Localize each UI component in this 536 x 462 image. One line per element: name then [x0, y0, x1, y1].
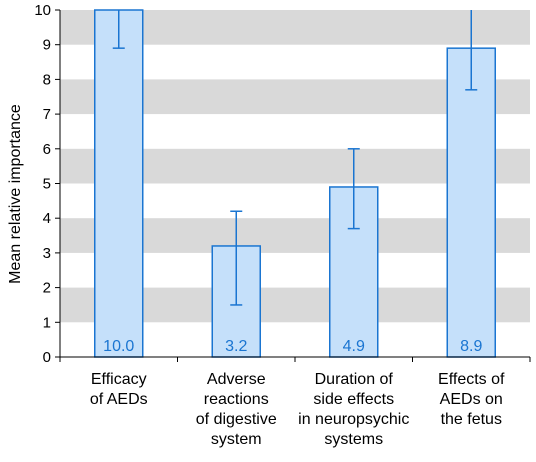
y-tick-label: 7	[43, 106, 51, 123]
x-category-label: reactions	[204, 391, 269, 408]
y-tick-label: 3	[43, 245, 51, 262]
x-category-label: of digestive	[196, 411, 277, 428]
x-category-label: Efficacy	[91, 371, 147, 388]
y-tick-label: 10	[34, 2, 51, 19]
y-ticks: 0 1 2 3 4 5 6 7 8 9 10	[34, 2, 60, 366]
x-category-label: Effects of	[438, 371, 505, 388]
y-tick-label: 6	[43, 141, 51, 158]
y-tick-label: 8	[43, 71, 51, 88]
y-tick-label: 0	[43, 349, 51, 366]
y-tick-label: 5	[43, 176, 51, 193]
value-label: 4.9	[343, 338, 365, 355]
bars	[94, 9, 496, 358]
x-category-label: of AEDs	[90, 391, 148, 408]
x-category-label: systems	[324, 431, 383, 448]
x-category-label: the fetus	[441, 411, 502, 428]
x-category-label: Adverse	[207, 371, 266, 388]
y-tick-label: 1	[43, 314, 51, 331]
value-labels: 10.0 3.2 4.9 8.9	[103, 338, 482, 355]
x-category-label: side effects	[313, 391, 394, 408]
x-category-label: Duration of	[315, 371, 394, 388]
x-category-label: AEDs on	[440, 391, 503, 408]
value-label: 3.2	[225, 338, 247, 355]
bar	[446, 47, 496, 358]
error-bars	[112, 10, 478, 306]
x-category-label: in neuropsychic	[298, 411, 409, 428]
x-category-label: system	[211, 431, 262, 448]
value-label: 10.0	[103, 338, 134, 355]
value-label: 8.9	[460, 338, 482, 355]
bar	[94, 9, 144, 358]
y-tick-label: 2	[43, 280, 51, 297]
y-axis-label: Mean relative importance	[7, 104, 24, 284]
y-tick-label: 4	[43, 210, 51, 227]
y-tick-label: 9	[43, 37, 51, 54]
x-category-labels: Efficacy of AEDs Adverse reactions of digest…	[90, 371, 505, 448]
